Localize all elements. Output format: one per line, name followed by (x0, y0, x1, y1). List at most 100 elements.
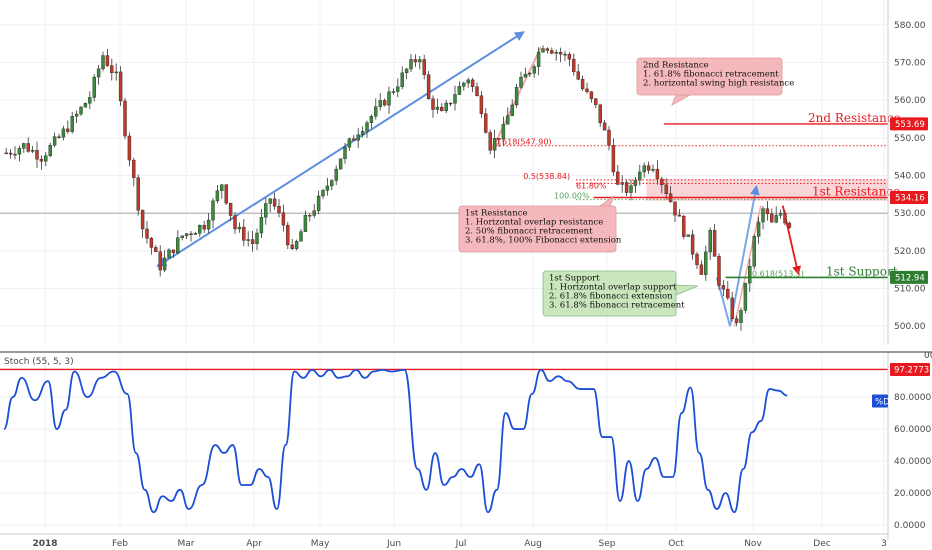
candle-body (22, 143, 26, 149)
candle-body (228, 202, 233, 216)
time-axis: 2018 Feb Mar Apr May Jun Jul Aug Sep Oct Nov Dec 3 (0, 533, 888, 549)
note-text: 1st Support (549, 274, 600, 284)
candle-body (726, 288, 730, 299)
candle-body (387, 91, 391, 106)
candle-body (255, 232, 259, 245)
note-text: 1st Resistance (465, 209, 528, 219)
candle-body (510, 104, 514, 116)
candle-body (83, 103, 88, 108)
stoch-overbought-level: 97.2773 (0, 362, 930, 376)
candle-body (149, 237, 154, 248)
candle-body (123, 100, 127, 137)
candle-body (286, 224, 290, 246)
candle-body (462, 82, 466, 87)
stoch-indicator-label[interactable]: Stoch (55, 5, 3) (4, 357, 74, 367)
candle-body (74, 113, 79, 117)
note-text: 2. horizontal swing high resistance (643, 79, 794, 89)
candle-body (202, 225, 206, 230)
candle-body (638, 171, 642, 181)
note-box (636, 57, 783, 96)
time-tick-label: May (311, 539, 330, 549)
candle-body (211, 200, 215, 221)
uptrend-arrow (156, 31, 525, 267)
candle-body (629, 185, 633, 193)
candle-body (743, 282, 748, 311)
candle-body (145, 228, 149, 239)
candle-body (426, 74, 431, 100)
candle-body (585, 88, 589, 92)
fib-label: 100.00% (554, 192, 590, 201)
candle-body (176, 237, 180, 254)
time-tick-label: Oct (668, 539, 684, 549)
time-tick-label: Jul (455, 539, 467, 549)
candle-body (431, 98, 435, 110)
stoch-level-badge (890, 362, 930, 376)
candle-body (220, 184, 224, 191)
candle-body (4, 152, 8, 155)
candle-body (444, 102, 448, 112)
fib-label: 0.5(538.84) (523, 172, 570, 181)
time-tick-label: 2018 (32, 539, 57, 549)
candle-body (765, 208, 770, 215)
candle-body (488, 132, 492, 151)
candle-body (440, 106, 444, 112)
candle-body (580, 79, 585, 90)
candle-body (642, 165, 646, 173)
candle-body (400, 72, 404, 87)
candle-body (26, 143, 30, 152)
candle-body (198, 225, 202, 234)
candle-body (673, 201, 677, 216)
level-label: 1st Support (826, 264, 898, 278)
candle-body (259, 217, 264, 234)
candle-body (695, 253, 699, 266)
candle-body (360, 131, 365, 135)
candle-body (519, 76, 523, 88)
stoch-series-badge-text: %D (875, 397, 890, 407)
candle-body (96, 68, 101, 78)
price-tick-label: 530.00 (894, 209, 926, 219)
candle-body (281, 212, 286, 226)
candle-body (550, 50, 554, 54)
level-price-badge-text: 534.16 (895, 193, 925, 203)
price-tick-label: 540.00 (894, 172, 926, 182)
candle-body (739, 310, 743, 323)
candle-body (541, 48, 545, 53)
candle-body (409, 59, 413, 70)
time-tick-label: 3 (881, 539, 887, 549)
candle-body (730, 297, 734, 319)
candle-body (356, 134, 360, 141)
stoch-tick-label: 0.0000 (894, 521, 926, 531)
candle-body (303, 214, 308, 232)
stoch-axis: 00 0.0000 20.0000 40.0000 60.0000 80.0000 %D (872, 351, 932, 540)
price-tick-label: 560.00 (894, 96, 926, 106)
candle-body (501, 124, 506, 140)
candle-body (30, 150, 35, 152)
candle-body (79, 106, 83, 115)
candle-body (171, 249, 176, 254)
candle-body (708, 230, 712, 253)
candle-body (523, 73, 528, 78)
candle-body (215, 190, 220, 202)
candle-body (651, 168, 655, 171)
price-tick-label: 580.00 (894, 21, 926, 31)
level-price-badge (890, 190, 928, 204)
candle-body (39, 159, 44, 162)
price-tick-label: 570.00 (894, 59, 926, 69)
candle-body (132, 159, 136, 178)
candle-body (545, 48, 550, 51)
candle-body (17, 148, 22, 155)
time-tick-label: Dec (813, 539, 830, 549)
candle-body (268, 198, 272, 204)
candle-body (250, 239, 255, 245)
candle-body (770, 213, 774, 223)
level-label: 2nd Resistance (808, 111, 901, 125)
candle-body (154, 247, 158, 252)
time-tick-label: Mar (178, 539, 195, 549)
price-tick-label: 500.00 (894, 322, 926, 332)
candle-body (616, 171, 620, 185)
candle-body (105, 55, 110, 66)
candle-body (52, 136, 57, 146)
candle-body (44, 155, 48, 162)
note-text: 1. Horizontal overlap resistance (465, 218, 603, 228)
